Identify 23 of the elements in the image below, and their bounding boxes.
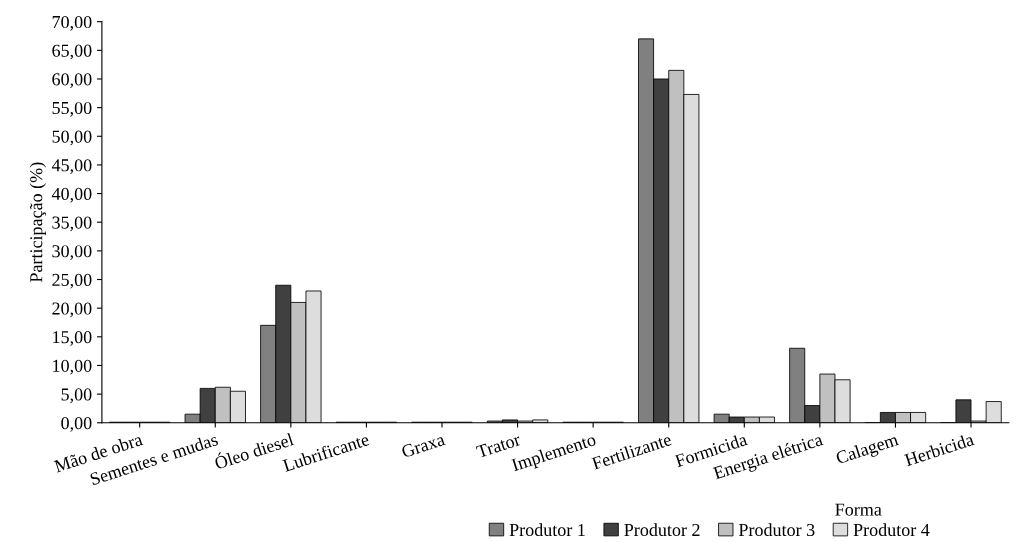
y-tick-label: 20,00 (52, 302, 92, 318)
legend-label: Produtor 4 (853, 523, 930, 537)
y-tick-label: 70,00 (52, 15, 92, 31)
y-tick-label: 60,00 (52, 73, 92, 89)
y-tick-label: 5,00 (61, 388, 92, 404)
legend-label: Produtor 1 (509, 523, 585, 537)
y-tick-label: 0,00 (61, 417, 92, 432)
y-tick-label: 25,00 (52, 273, 92, 289)
y-tick-label: 40,00 (51, 187, 92, 203)
y-tick-label: 35,00 (52, 216, 92, 232)
y-axis-title: Participação (%) (29, 162, 46, 283)
x-tick-label: Calagem (835, 432, 901, 468)
y-tick-label: 45,00 (51, 159, 92, 174)
x-tick-label: Graxa (400, 433, 446, 458)
legend-label: Produtor 3 (738, 523, 815, 537)
x-axis-title: Forma (835, 503, 882, 516)
y-tick-label: 10,00 (53, 359, 92, 375)
y-tick-label: 30,00 (52, 245, 92, 260)
y-tick-label: 55,00 (52, 101, 92, 117)
y-tick-label: 65,00 (52, 44, 92, 60)
y-tick-label: 15,00 (53, 331, 92, 346)
legend-label: Produtor 2 (624, 523, 700, 537)
y-tick-label: 50,00 (52, 130, 92, 146)
